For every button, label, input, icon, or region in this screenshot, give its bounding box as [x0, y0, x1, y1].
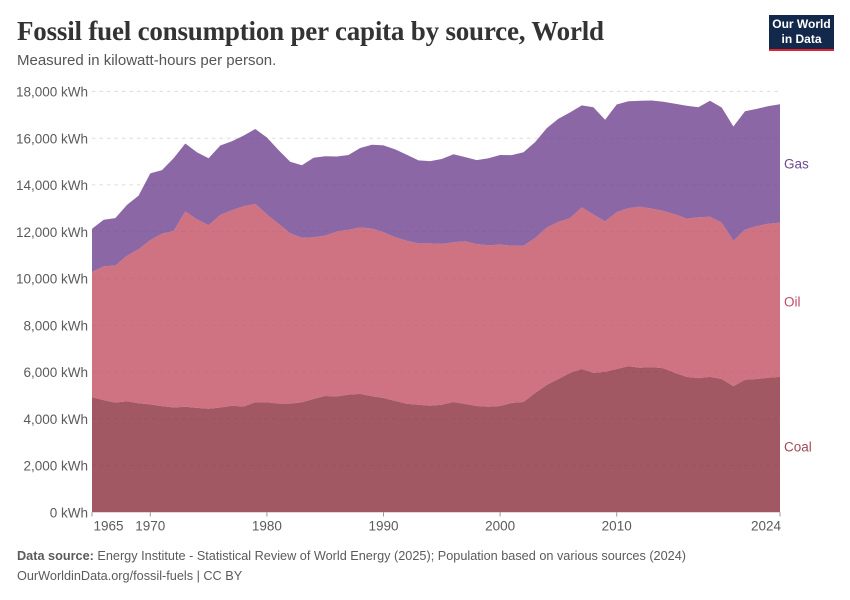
svg-text:Coal: Coal	[784, 440, 812, 455]
svg-text:Oil: Oil	[784, 295, 801, 310]
svg-text:6,000 kWh: 6,000 kWh	[23, 365, 88, 380]
svg-text:4,000 kWh: 4,000 kWh	[23, 412, 88, 427]
svg-text:0 kWh: 0 kWh	[50, 505, 88, 520]
svg-text:16,000 kWh: 16,000 kWh	[16, 131, 88, 146]
svg-text:2,000 kWh: 2,000 kWh	[23, 459, 88, 474]
svg-text:1980: 1980	[252, 518, 282, 533]
svg-text:1990: 1990	[368, 518, 398, 533]
svg-text:1970: 1970	[135, 518, 165, 533]
svg-text:2024: 2024	[751, 518, 782, 533]
svg-text:18,000 kWh: 18,000 kWh	[16, 85, 88, 100]
svg-text:12,000 kWh: 12,000 kWh	[16, 225, 88, 240]
svg-text:10,000 kWh: 10,000 kWh	[16, 272, 88, 287]
svg-text:2000: 2000	[485, 518, 515, 533]
svg-text:Gas: Gas	[784, 157, 809, 172]
svg-text:8,000 kWh: 8,000 kWh	[23, 318, 88, 333]
svg-text:2010: 2010	[602, 518, 632, 533]
svg-text:1965: 1965	[94, 518, 124, 533]
svg-text:14,000 kWh: 14,000 kWh	[16, 178, 88, 193]
